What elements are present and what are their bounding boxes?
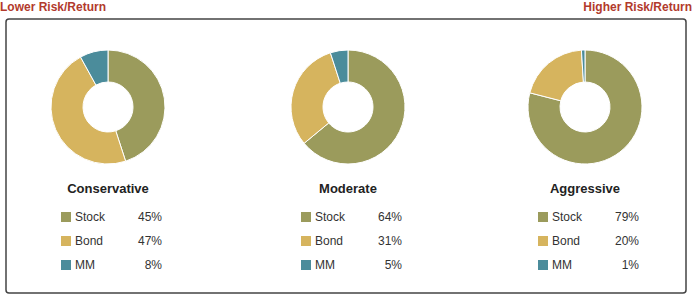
legend-swatch bbox=[301, 260, 311, 270]
legend-label: MM bbox=[75, 258, 95, 272]
data-label: 8% bbox=[145, 258, 163, 272]
data-label: 64% bbox=[378, 210, 402, 224]
header-left: Lower Risk/Return bbox=[0, 0, 106, 14]
legend-swatch bbox=[538, 260, 548, 270]
legend: Stock 64% Bond 31% MM 5% bbox=[301, 210, 402, 272]
legend-swatch bbox=[301, 236, 311, 246]
legend-swatch bbox=[301, 212, 311, 222]
legend-swatch bbox=[538, 236, 548, 246]
legend-label: Bond bbox=[315, 234, 343, 248]
legend-label: Stock bbox=[75, 210, 106, 224]
data-label: 79% bbox=[615, 210, 639, 224]
data-label: 47% bbox=[138, 234, 162, 248]
pie-slice bbox=[330, 50, 348, 83]
pie-chart: Conservative Stock 45% Bond 47% MM 8% bbox=[51, 50, 165, 272]
chart-title: Conservative bbox=[67, 181, 149, 196]
data-label: 45% bbox=[138, 210, 162, 224]
pie-slice bbox=[528, 50, 642, 164]
pie-chart: Aggressive Stock 79% Bond 20% MM 1% bbox=[528, 50, 642, 272]
pie-slice bbox=[51, 57, 126, 164]
legend-label: Bond bbox=[75, 234, 103, 248]
legend-label: Stock bbox=[315, 210, 346, 224]
legend-label: MM bbox=[552, 258, 572, 272]
pie-chart: Moderate Stock 64% Bond 31% MM 5% bbox=[291, 50, 405, 272]
pie-slice bbox=[530, 50, 584, 101]
pie-slice bbox=[291, 53, 340, 144]
legend-swatch bbox=[61, 236, 71, 246]
pie-slice bbox=[581, 50, 585, 82]
legend-swatch bbox=[61, 212, 71, 222]
legend-label: Stock bbox=[552, 210, 583, 224]
legend: Stock 79% Bond 20% MM 1% bbox=[538, 210, 639, 272]
legend-label: Bond bbox=[552, 234, 580, 248]
data-label: 31% bbox=[378, 234, 402, 248]
chart-title: Aggressive bbox=[550, 181, 620, 196]
chart-title: Moderate bbox=[319, 181, 377, 196]
figure: Lower Risk/Return Higher Risk/Return Conse… bbox=[0, 0, 692, 300]
data-label: 1% bbox=[622, 258, 640, 272]
legend-swatch bbox=[538, 212, 548, 222]
legend: Stock 45% Bond 47% MM 8% bbox=[61, 210, 162, 272]
header-right: Higher Risk/Return bbox=[583, 0, 692, 14]
frame bbox=[6, 19, 686, 293]
legend-swatch bbox=[61, 260, 71, 270]
legend-label: MM bbox=[315, 258, 335, 272]
pie-slice bbox=[81, 50, 108, 85]
data-label: 20% bbox=[615, 234, 639, 248]
data-label: 5% bbox=[385, 258, 403, 272]
